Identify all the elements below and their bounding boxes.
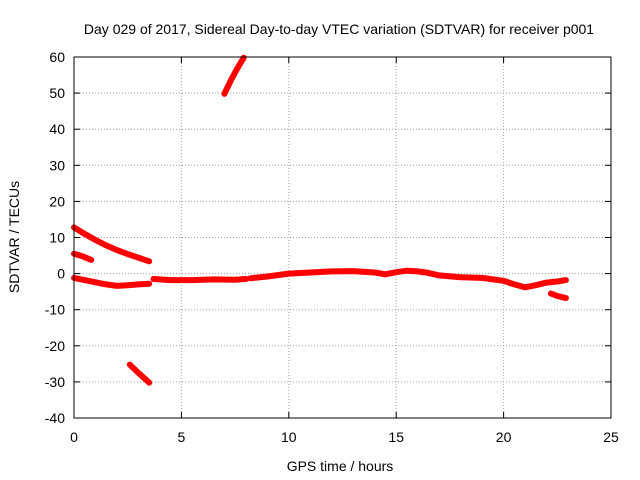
x-tick-label: 0 [70,429,78,445]
data-track [126,361,153,386]
y-tick-label: -10 [45,302,65,318]
data-track [547,290,569,302]
x-axis-label: GPS time / hours [287,458,394,474]
y-tick-label: 0 [57,266,65,282]
x-tick-label: 5 [178,429,186,445]
x-tick-label: 25 [603,429,619,445]
y-axis-label: SDTVAR / TECUs [6,181,22,293]
data-series [71,54,569,386]
y-tick-label: 40 [49,121,65,137]
grid-lines [74,57,611,418]
data-track [150,276,249,284]
y-tick-label: 50 [49,85,65,101]
y-tick-label: -40 [45,410,65,426]
data-track [71,224,153,265]
data-track [247,268,389,282]
y-tick-label: 30 [49,157,65,173]
y-tick-label: 20 [49,193,65,209]
data-track [71,250,95,263]
x-tick-label: 20 [496,429,512,445]
y-tick-label: 10 [49,230,65,246]
y-tick-label: 60 [49,49,65,65]
y-tick-label: -30 [45,374,65,390]
y-tick-label: -20 [45,338,65,354]
axis-ticks: -40 -30 -20 -10 0 10 20 30 40 50 60 0 5 10 15 20 25 [45,49,619,445]
x-tick-label: 10 [281,429,297,445]
data-track [382,267,569,291]
data-track [221,54,247,97]
chart-title: Day 029 of 2017, Sidereal Day-to-day VTE… [84,21,594,37]
data-track [71,274,153,289]
x-tick-label: 15 [388,429,404,445]
